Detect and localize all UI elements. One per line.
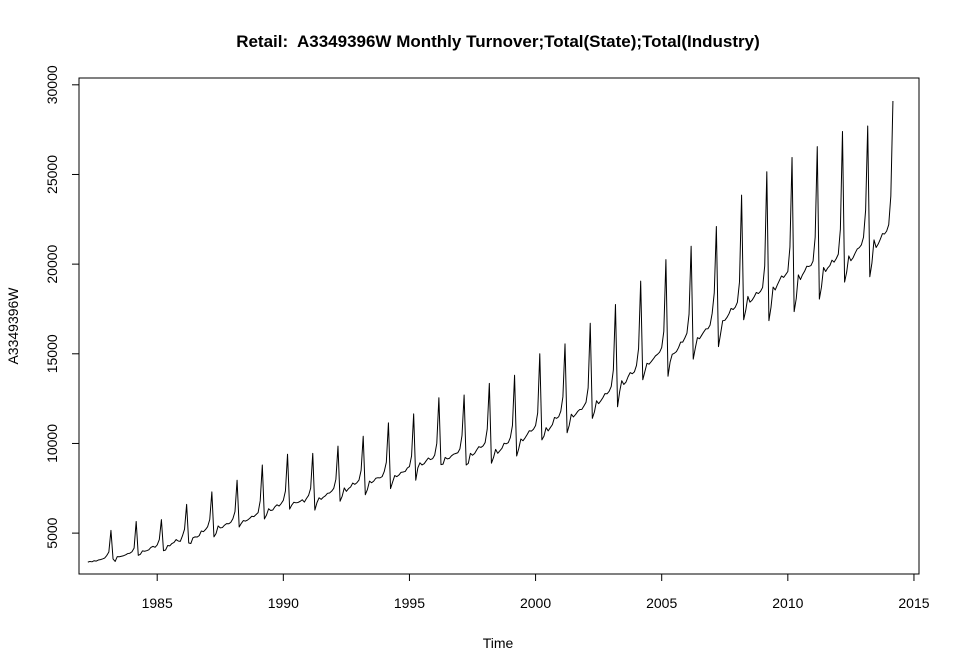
x-tick-label: 1990 [268,595,299,611]
x-tick-label: 2010 [772,595,803,611]
y-axis-label: A3349396W [5,287,21,365]
x-tick-label: 2015 [898,595,929,611]
x-tick-label: 1995 [394,595,425,611]
y-tick-label: 25000 [44,155,60,194]
y-tick-label: 5000 [44,517,60,548]
series-line [87,100,894,563]
y-tick-label: 20000 [44,244,60,283]
series-layer [87,100,894,563]
chart-title: Retail: A3349396W Monthly Turnover;Total… [236,32,760,51]
x-tick-label: 1985 [142,595,173,611]
y-tick-label: 30000 [44,65,60,104]
y-tick-label: 10000 [44,424,60,463]
x-tick-label: 2000 [520,595,551,611]
plot-frame [78,77,920,575]
y-axis: 5000 10000 15000 20000 25000 30000 [44,65,80,549]
x-axis: 1985 1990 1995 2000 2005 2010 2015 [142,573,930,611]
x-tick-label: 2005 [646,595,677,611]
x-axis-label: Time [483,635,514,651]
y-tick-label: 15000 [44,334,60,373]
